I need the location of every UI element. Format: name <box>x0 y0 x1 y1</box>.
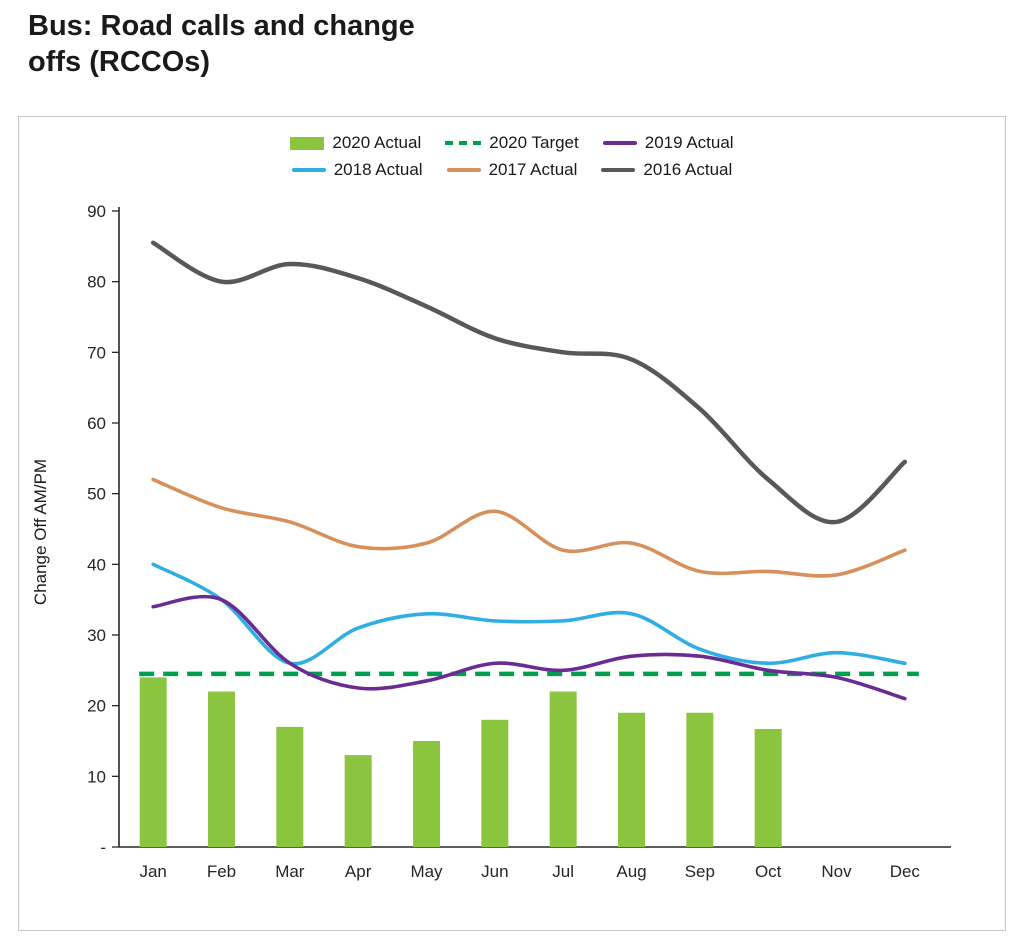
chart-legend: 2020 Actual 2020 Target 2019 Actual 2018 Ac… <box>19 133 1005 180</box>
bar-apr <box>344 755 372 847</box>
bar-sep <box>686 712 714 847</box>
x-tick-label-nov: Nov <box>821 862 852 881</box>
bar-oct <box>754 728 782 847</box>
line-2017-actual <box>151 477 907 578</box>
legend-label-2018-actual: 2018 Actual <box>333 160 423 179</box>
y-tick-label: 70 <box>87 343 106 362</box>
legend-label-2017-actual: 2017 Actual <box>488 160 578 179</box>
y-axis: - 10 20 30 40 50 60 70 80 90 <box>87 202 120 857</box>
x-tick-label-aug: Aug <box>616 862 646 881</box>
line-2019-actual <box>151 594 907 701</box>
legend-item-2018-actual: 2018 Actual <box>282 160 433 180</box>
x-axis: Jan Feb Mar Apr May Jun Jul Aug Sep Oct Nov Dec <box>119 846 951 881</box>
legend-label-2020-actual: 2020 Actual <box>332 133 422 152</box>
chart-area: Change Off AM/PM - 10 20 30 40 50 60 70 80 90 Jan F… <box>19 187 1005 932</box>
bar-jan <box>139 677 167 847</box>
legend-row-2: 2018 Actual 2017 Actual 2016 Actual <box>282 160 743 180</box>
chart-panel: 2020 Actual 2020 Target 2019 Actual 2018 Ac… <box>18 116 1006 931</box>
legend-item-2017-actual: 2017 Actual <box>437 160 588 180</box>
legend-item-2020-actual: 2020 Actual <box>280 133 431 153</box>
chart-svg: - 10 20 30 40 50 60 70 80 90 Jan Feb Mar Apr May Jun Jul… <box>87 202 951 881</box>
bar-jun <box>481 719 509 847</box>
legend-item-2019-actual: 2019 Actual <box>593 133 744 153</box>
x-tick-label-sep: Sep <box>685 862 715 881</box>
y-tick-label: 60 <box>87 414 106 433</box>
legend-label-2019-actual: 2019 Actual <box>644 133 734 152</box>
x-tick-label-may: May <box>410 862 443 881</box>
legend-swatch-2016-actual <box>601 168 636 172</box>
x-tick-label-jun: Jun <box>481 862 508 881</box>
bar-series-2020-actual <box>139 677 782 847</box>
y-tick-label: 80 <box>87 273 106 292</box>
y-tick-label: 10 <box>87 767 106 786</box>
page-title-line1: Bus: Road calls and change <box>28 10 415 42</box>
bar-may <box>413 741 440 847</box>
y-axis-title: Change Off AM/PM <box>31 458 50 606</box>
bar-mar <box>276 726 304 847</box>
y-tick-label: 30 <box>87 626 106 645</box>
legend-swatch-2017-actual <box>446 168 481 172</box>
y-tick-label: - <box>100 838 106 857</box>
bar-aug <box>618 712 645 847</box>
line-2016-actual <box>150 240 908 525</box>
bar-feb <box>208 691 235 847</box>
x-tick-label-dec: Dec <box>890 862 921 881</box>
legend-swatch-2019-actual <box>602 141 637 145</box>
y-tick-label: 90 <box>87 202 106 221</box>
y-tick-label: 40 <box>87 555 106 574</box>
legend-label-2020-target: 2020 Target <box>489 133 579 152</box>
legend-swatch-2020-actual <box>290 136 325 150</box>
x-tick-label-mar: Mar <box>275 862 305 881</box>
y-tick-label: 50 <box>87 485 106 504</box>
y-tick-label: 20 <box>87 697 106 716</box>
bar-jul <box>549 691 577 847</box>
page-title: Bus: Road calls and change offs (RCCOs) <box>28 8 415 81</box>
x-tick-label-oct: Oct <box>755 862 782 881</box>
legend-swatch-2020-target <box>445 141 482 145</box>
legend-label-2016-actual: 2016 Actual <box>643 160 733 179</box>
x-tick-label-feb: Feb <box>207 862 236 881</box>
line-2018-actual <box>151 562 907 666</box>
legend-item-2020-target: 2020 Target <box>435 133 588 153</box>
legend-row-1: 2020 Actual 2020 Target 2019 Actual <box>280 133 743 153</box>
x-tick-label-jul: Jul <box>552 862 574 881</box>
legend-item-2016-actual: 2016 Actual <box>591 160 742 180</box>
x-tick-label-jan: Jan <box>139 862 166 881</box>
legend-swatch-2018-actual <box>291 168 326 172</box>
page-title-line2: offs (RCCOs) <box>28 46 211 79</box>
x-tick-label-apr: Apr <box>345 862 372 881</box>
